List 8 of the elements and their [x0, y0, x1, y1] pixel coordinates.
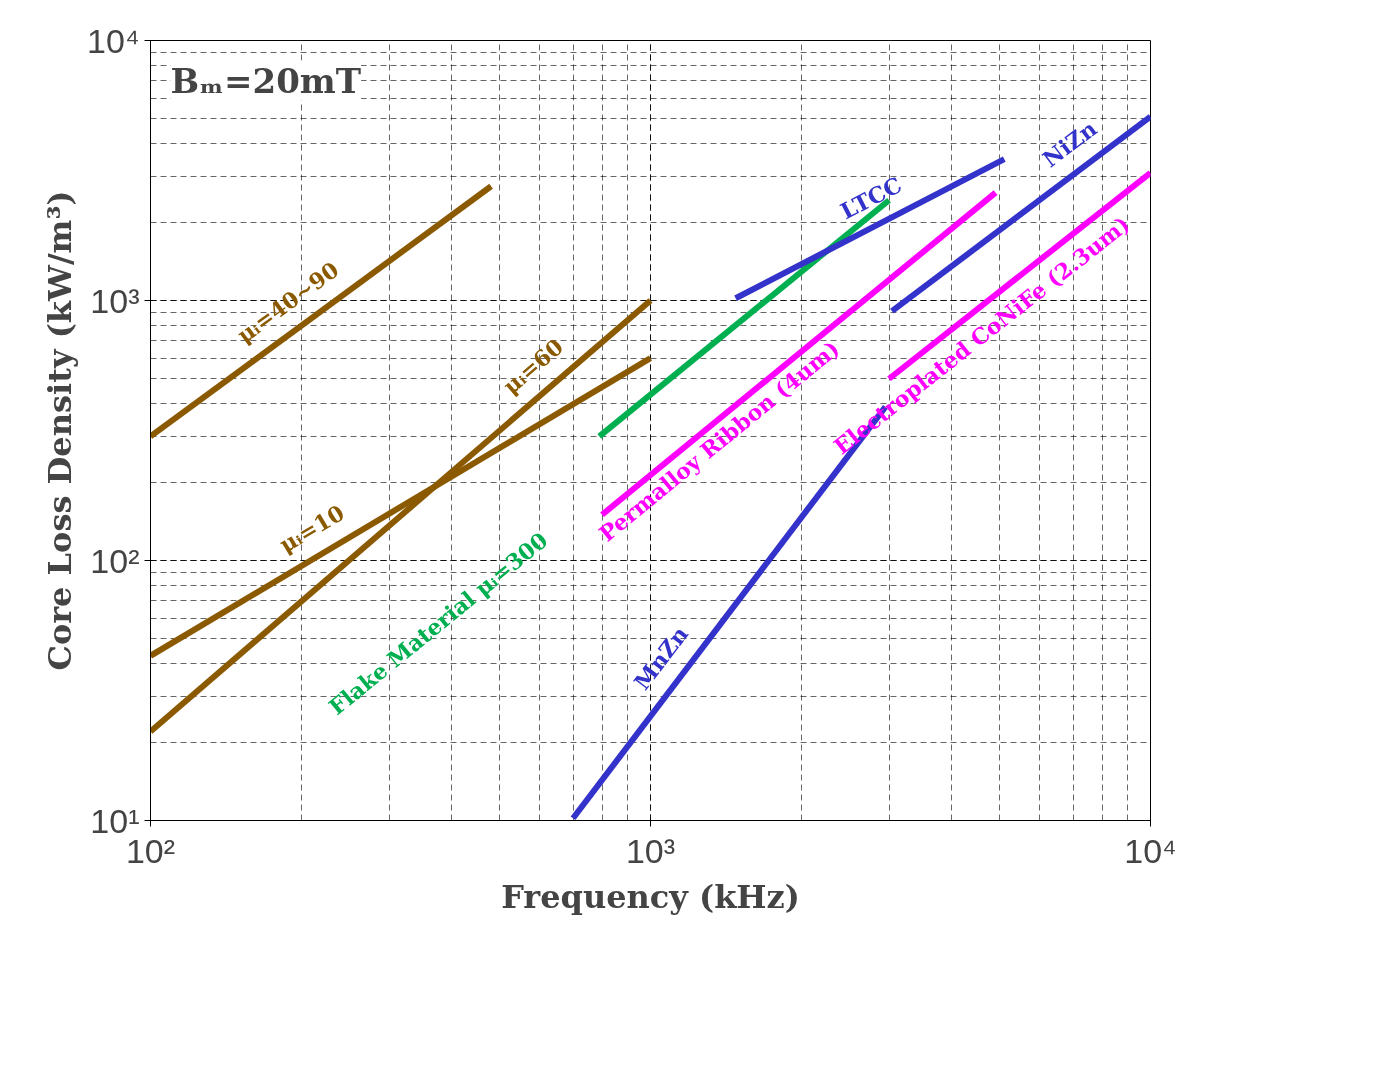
y-tick-label: 10⁴ [87, 21, 140, 60]
y-axis-title: Core Loss Density (kW/m³) [41, 190, 80, 671]
y-tick-label: 10² [90, 541, 140, 580]
x-tick-label: 10³ [625, 831, 676, 870]
y-tick-label: 10³ [90, 281, 140, 320]
x-axis-title: Frequency (kHz) [501, 877, 800, 916]
x-tick-label: 10⁴ [1124, 831, 1177, 870]
annotation: Bₘ=20mT [170, 60, 362, 101]
